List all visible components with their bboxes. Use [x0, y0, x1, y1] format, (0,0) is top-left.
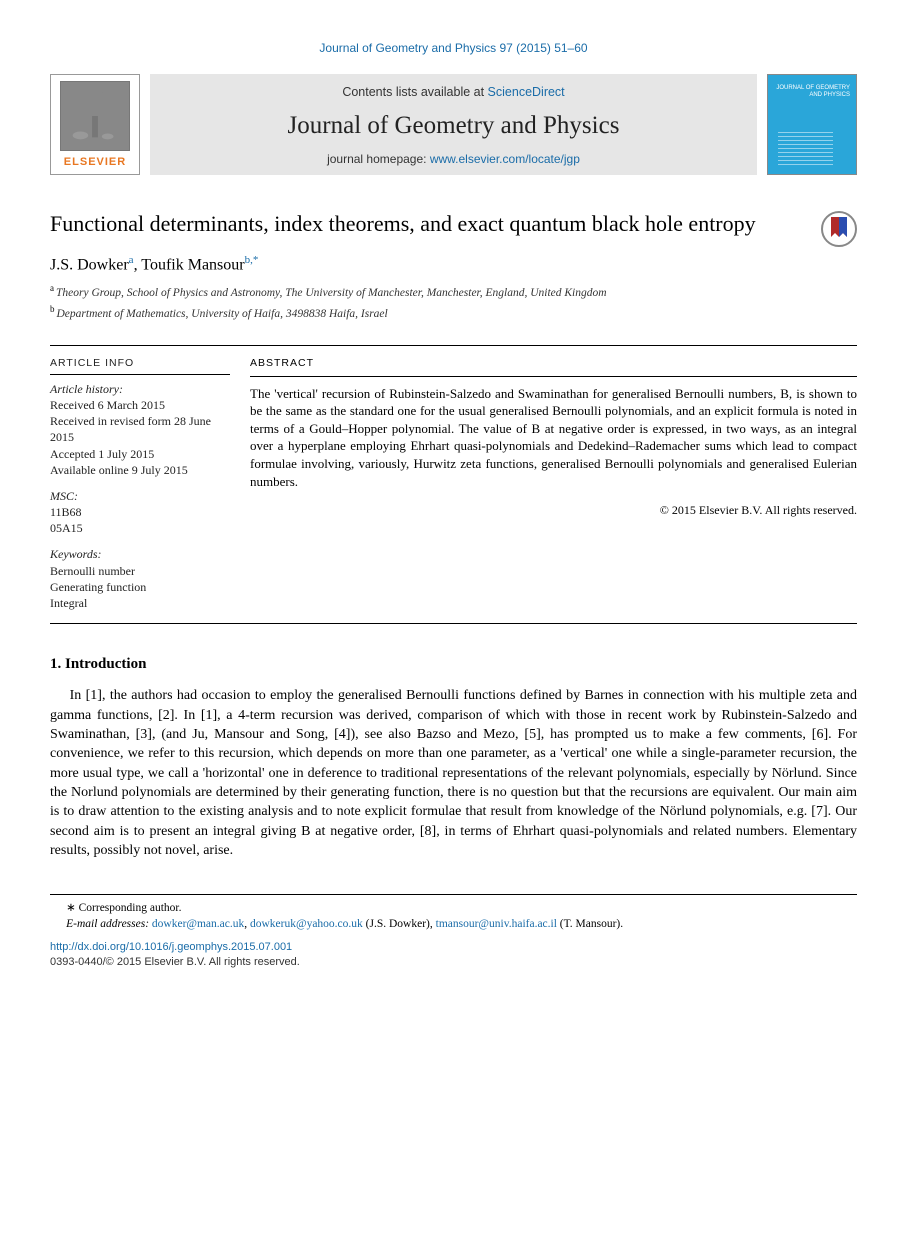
- date-online: Available online 9 July 2015: [50, 462, 230, 478]
- issn-copyright-line: 0393-0440/© 2015 Elsevier B.V. All right…: [50, 955, 857, 970]
- affiliation-a: aTheory Group, School of Physics and Ast…: [50, 282, 857, 301]
- email-label: E-mail addresses:: [66, 918, 149, 930]
- affil-a-sup: a: [50, 283, 54, 293]
- masthead: ELSEVIER Contents lists available at Sci…: [50, 74, 857, 175]
- author-list: J.S. Dowkera, Toufik Mansourb,*: [50, 253, 857, 276]
- section-1-heading: 1. Introduction: [50, 654, 857, 674]
- keyword-2: Generating function: [50, 579, 230, 595]
- corresponding-star[interactable]: *: [253, 254, 259, 266]
- date-revised: Received in revised form 28 June 2015: [50, 413, 230, 445]
- msc-1: 11B68: [50, 504, 230, 520]
- section-1-paragraph: In [1], the authors had occasion to empl…: [50, 686, 857, 860]
- abstract-column: ABSTRACT The 'vertical' recursion of Rub…: [250, 356, 857, 612]
- crossmark-icon[interactable]: [821, 211, 857, 247]
- author-2-affil-sup[interactable]: b,: [245, 254, 253, 266]
- email-line: E-mail addresses: dowker@man.ac.uk, dowk…: [50, 917, 857, 933]
- article-info-column: ARTICLE INFO Article history: Received 6…: [50, 356, 250, 612]
- article-history: Article history: Received 6 March 2015 R…: [50, 381, 230, 478]
- journal-cover-thumbnail[interactable]: JOURNAL OF GEOMETRY AND PHYSICS: [767, 74, 857, 175]
- page-footnotes: ∗ Corresponding author. E-mail addresses…: [50, 894, 857, 970]
- abstract-text: The 'vertical' recursion of Rubinstein-S…: [250, 385, 857, 490]
- keyword-1: Bernoulli number: [50, 563, 230, 579]
- article-info-heading: ARTICLE INFO: [50, 356, 230, 370]
- email-1[interactable]: dowker@man.ac.uk: [152, 918, 244, 930]
- msc-heading: MSC:: [50, 488, 230, 504]
- elsevier-tree-icon: [60, 81, 130, 151]
- abstract-copyright: © 2015 Elsevier B.V. All rights reserved…: [250, 502, 857, 518]
- history-label: Article history:: [50, 381, 230, 397]
- doi-link[interactable]: http://dx.doi.org/10.1016/j.geomphys.201…: [50, 940, 857, 955]
- date-received: Received 6 March 2015: [50, 397, 230, 413]
- email-3[interactable]: tmansour@univ.haifa.ac.il: [436, 918, 557, 930]
- author-1-name[interactable]: J.S. Dowker: [50, 256, 129, 273]
- section-1-body: In [1], the authors had occasion to empl…: [50, 686, 857, 860]
- homepage-prefix: journal homepage:: [327, 152, 430, 166]
- elsevier-wordmark: ELSEVIER: [64, 155, 126, 170]
- affil-a-text: Theory Group, School of Physics and Astr…: [56, 287, 607, 299]
- email-2-who: (J.S. Dowker),: [363, 918, 436, 930]
- article-title: Functional determinants, index theorems,…: [50, 209, 756, 239]
- date-accepted: Accepted 1 July 2015: [50, 446, 230, 462]
- cover-label-text: JOURNAL OF GEOMETRY AND PHYSICS: [768, 85, 850, 98]
- sciencedirect-link[interactable]: ScienceDirect: [488, 85, 565, 99]
- article-header-row: Functional determinants, index theorems,…: [50, 209, 857, 247]
- corr-label: Corresponding author.: [79, 902, 182, 914]
- keyword-3: Integral: [50, 595, 230, 611]
- homepage-line: journal homepage: www.elsevier.com/locat…: [327, 151, 580, 167]
- author-1-affil-sup[interactable]: a: [129, 254, 134, 266]
- msc-2: 05A15: [50, 520, 230, 536]
- affil-b-text: Department of Mathematics, University of…: [57, 308, 388, 320]
- abstract-heading: ABSTRACT: [250, 356, 857, 370]
- elsevier-logo[interactable]: ELSEVIER: [50, 74, 140, 175]
- email-3-who: (T. Mansour).: [557, 918, 623, 930]
- author-2-name[interactable]: Toufik Mansour: [141, 256, 244, 273]
- affil-b-sup: b: [50, 304, 55, 314]
- homepage-link[interactable]: www.elsevier.com/locate/jgp: [430, 152, 580, 166]
- journal-title: Journal of Geometry and Physics: [288, 109, 620, 143]
- running-head-citation: Journal of Geometry and Physics 97 (2015…: [50, 40, 857, 56]
- affiliation-b: bDepartment of Mathematics, University o…: [50, 303, 857, 322]
- contents-lists-line: Contents lists available at ScienceDirec…: [342, 84, 564, 101]
- contents-prefix: Contents lists available at: [342, 85, 487, 99]
- article-meta-block: ARTICLE INFO Article history: Received 6…: [50, 345, 857, 625]
- corresponding-author-note: ∗ Corresponding author.: [50, 901, 857, 917]
- journal-banner: Contents lists available at ScienceDirec…: [150, 74, 757, 175]
- keywords-heading: Keywords:: [50, 546, 230, 562]
- email-2[interactable]: dowkeruk@yahoo.co.uk: [250, 918, 363, 930]
- corr-star: ∗: [66, 902, 79, 914]
